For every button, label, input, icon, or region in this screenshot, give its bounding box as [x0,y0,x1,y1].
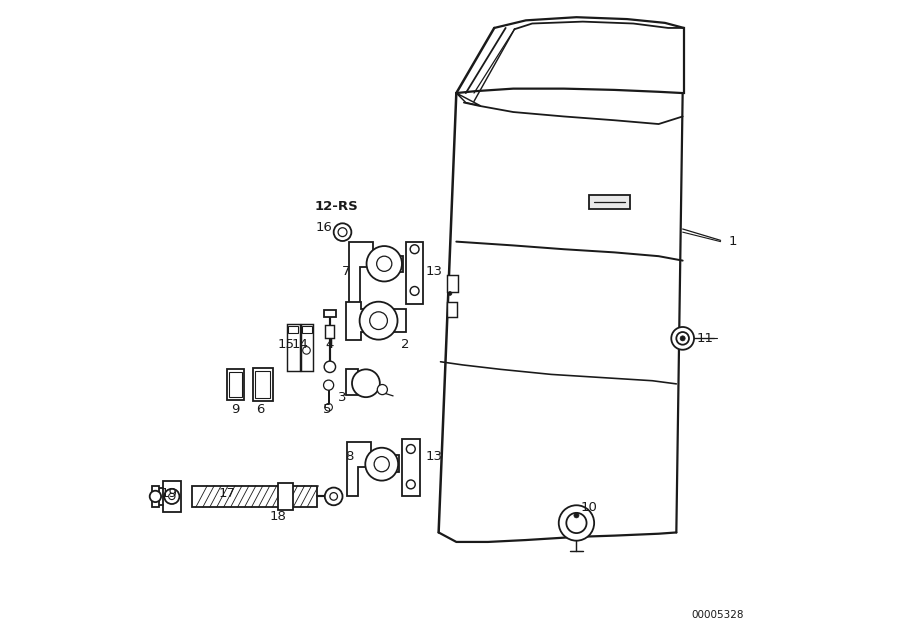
Polygon shape [346,442,371,496]
Circle shape [338,228,346,237]
Text: 00005328: 00005328 [691,610,744,620]
Text: 18: 18 [270,510,286,523]
Polygon shape [387,309,406,332]
Circle shape [325,403,332,411]
Polygon shape [301,324,313,371]
Text: 16: 16 [315,220,332,234]
Circle shape [330,493,338,500]
Circle shape [324,380,334,390]
Bar [163,481,181,512]
Text: 8: 8 [345,450,353,463]
Text: 12-RS: 12-RS [314,200,358,213]
Circle shape [352,370,380,397]
Circle shape [377,385,387,394]
Circle shape [574,513,579,518]
Circle shape [164,489,179,504]
Circle shape [407,480,415,489]
Text: 3: 3 [338,391,346,404]
Circle shape [374,457,390,472]
Text: 13: 13 [426,265,443,279]
Polygon shape [288,326,298,333]
Circle shape [377,256,392,271]
Bar [326,325,334,338]
Circle shape [410,245,419,253]
Polygon shape [371,455,399,472]
Circle shape [366,246,402,281]
Text: 4: 4 [326,338,334,351]
Text: 10: 10 [580,500,598,514]
Bar [406,242,423,304]
Text: 9: 9 [231,403,239,416]
Text: 19: 19 [160,487,177,500]
Circle shape [559,505,594,540]
Circle shape [370,312,387,330]
Circle shape [324,361,336,373]
Polygon shape [287,324,300,371]
Polygon shape [346,302,387,340]
Circle shape [360,302,398,340]
Bar [228,370,244,399]
Bar [256,371,270,398]
Text: 1: 1 [728,235,737,248]
Polygon shape [346,370,358,394]
Text: 13: 13 [426,450,443,463]
Circle shape [302,347,310,354]
Text: 2: 2 [401,338,410,351]
Circle shape [149,491,161,502]
Polygon shape [302,326,311,333]
Bar [230,372,242,397]
Circle shape [671,327,694,350]
Polygon shape [349,242,373,304]
Circle shape [448,291,452,295]
Polygon shape [373,255,402,272]
Text: 6: 6 [256,403,265,416]
Circle shape [334,224,351,241]
Text: 17: 17 [219,487,236,500]
Bar [151,486,159,507]
Bar [278,483,293,511]
Circle shape [325,488,343,505]
Bar [446,302,457,318]
Text: 15: 15 [277,338,294,351]
Bar [253,368,273,401]
Circle shape [566,513,587,533]
Circle shape [676,332,689,345]
Circle shape [365,448,398,481]
Text: 7: 7 [341,265,350,279]
Text: 14: 14 [292,338,309,351]
Bar [402,439,419,496]
Circle shape [168,493,175,500]
Circle shape [410,286,419,295]
Bar [192,486,317,507]
Text: 11: 11 [697,332,714,345]
Circle shape [680,336,685,341]
Circle shape [407,444,415,453]
Text: 5: 5 [322,403,331,416]
Bar [590,195,630,209]
Bar [324,310,337,318]
Bar [446,274,458,292]
